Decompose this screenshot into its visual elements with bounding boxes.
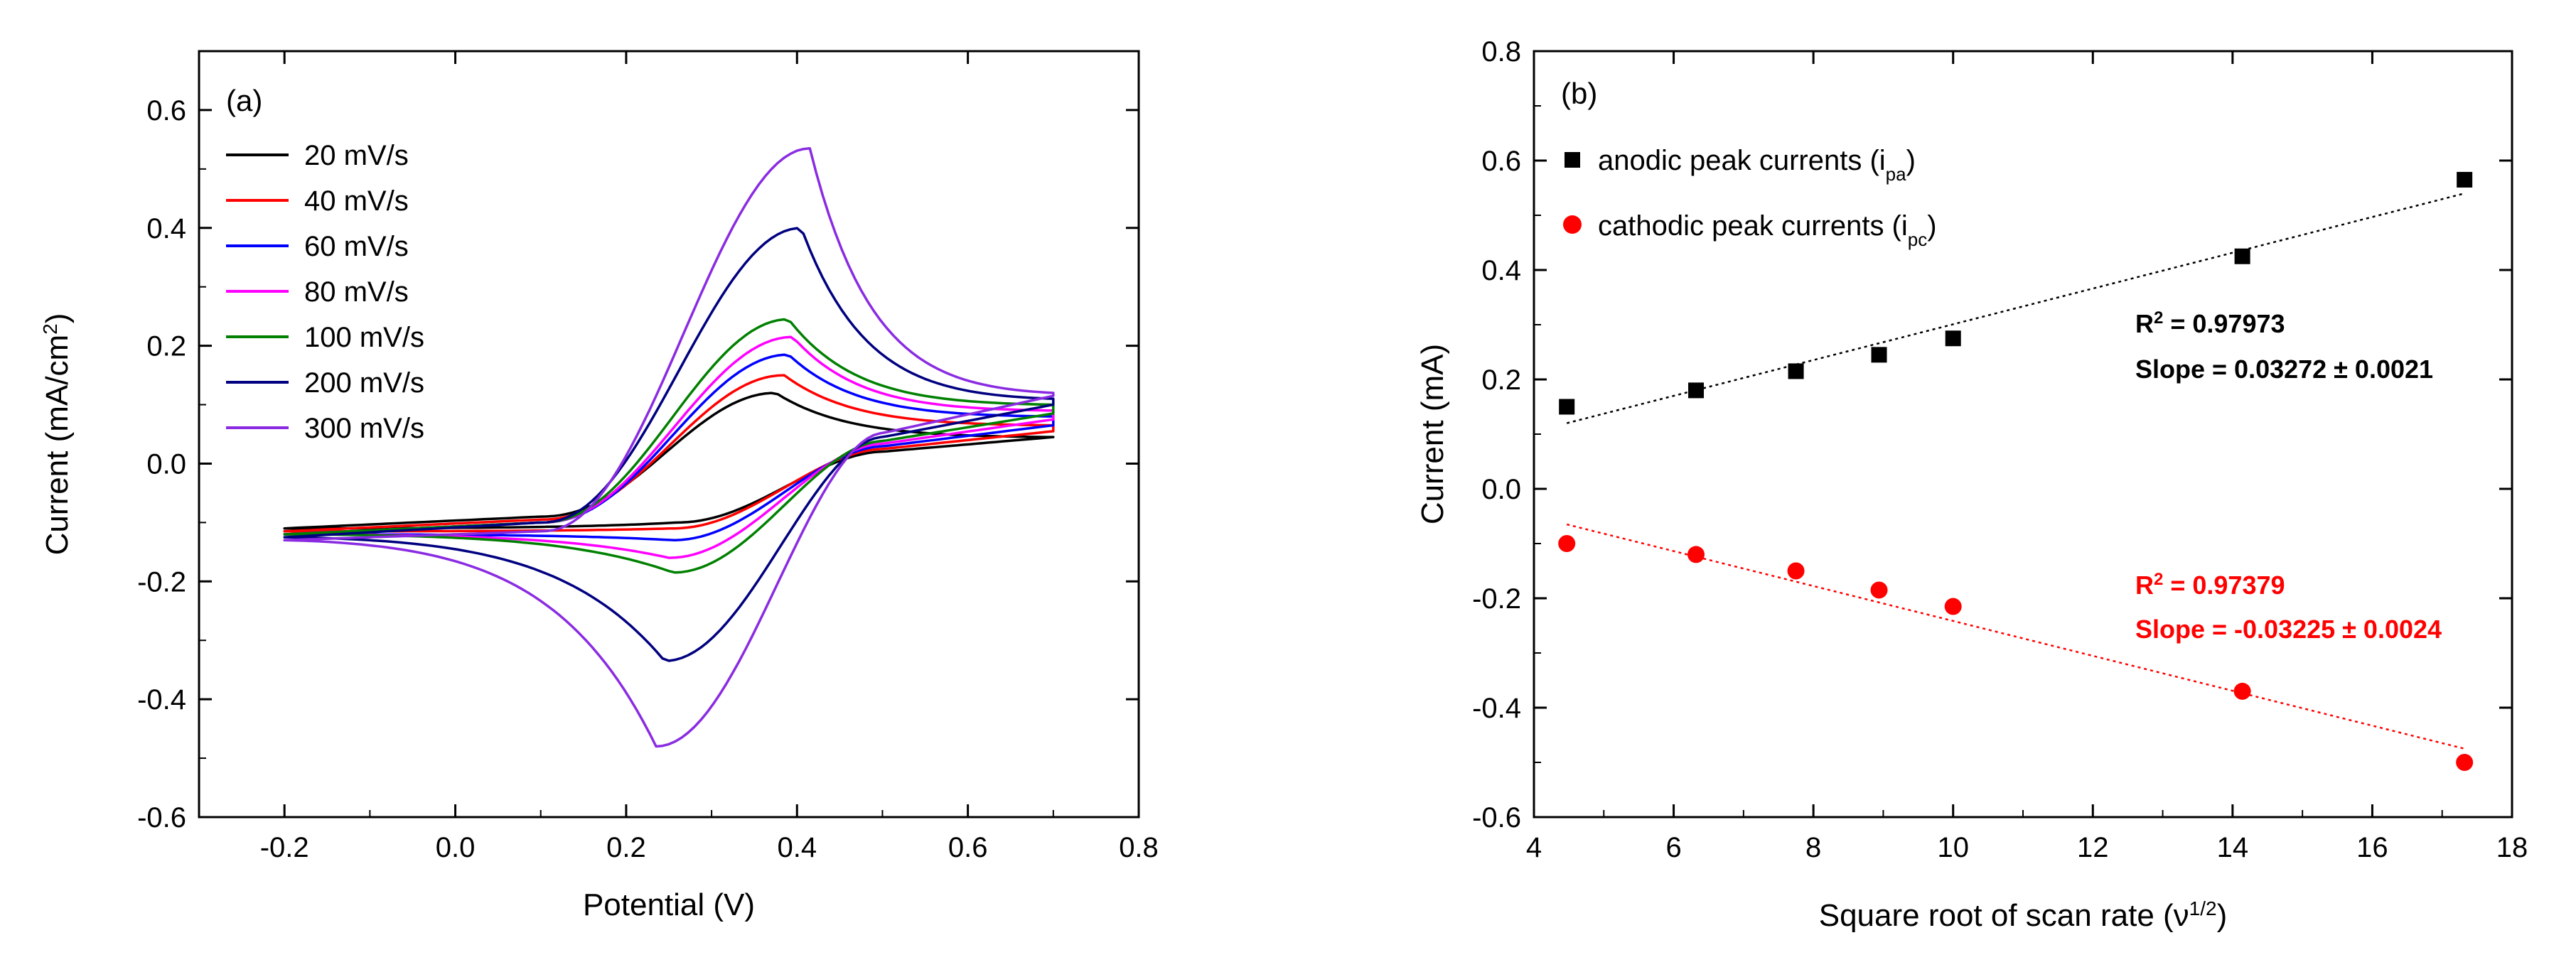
chart-b-legend: anodic peak currents (ipa) cathodic peak… (1563, 145, 1937, 250)
anodic-point (1688, 382, 1705, 399)
cathodic-point (1687, 546, 1705, 563)
legend-label: 200 mV/s (304, 367, 424, 399)
chart-b-y-ticks: -0.6 -0.4 -0.2 0.0 0.2 0.4 0.6 0.8 (1472, 36, 2512, 833)
anodic-point (2457, 171, 2473, 188)
anodic-point (1945, 330, 1961, 347)
chart-a-x-axis-label: Potential (V) (583, 887, 755, 922)
fit-line (1566, 192, 2465, 424)
chart-b: 4 6 8 10 12 14 16 18 -0.6 -0.4 -0.2 0.0 0.2 0.4 0.6 0.… (1415, 36, 2528, 933)
chart-a-y-tick-label: 0.4 (146, 213, 186, 244)
chart-a-x-tick-label: 0.6 (948, 832, 988, 863)
chart-a-y-tick-label: 0.6 (146, 95, 186, 126)
chart-b-x-tick-label: 16 (2356, 832, 2388, 863)
legend-label: 20 mV/s (304, 140, 409, 171)
chart-b-anodic-r2: R2 = 0.97973 (2135, 308, 2285, 339)
chart-a: -0.2 0.0 0.2 0.4 0.6 0.8 -0.6 -0.4 -0.2 0.0 0.2 0.… (39, 50, 1159, 922)
chart-a-x-tick-label: 0.8 (1119, 832, 1159, 863)
chart-a-x-tick-label: -0.2 (260, 832, 309, 863)
chart-a-y-tick-label: 0.0 (146, 448, 186, 480)
anodic-point (1559, 399, 1575, 415)
legend-label: 80 mV/s (304, 276, 409, 308)
chart-a-legend: 20 mV/s 40 mV/s 60 mV/s 80 mV/s 100 mV/s 200 … (226, 140, 424, 444)
fit-line (1566, 523, 2465, 750)
legend-label: 100 mV/s (304, 322, 424, 353)
chart-b-legend-marker-cathodic (1563, 215, 1582, 234)
chart-b-y-tick-label: 0.0 (1481, 474, 1521, 505)
chart-b-y-tick-label: 0.6 (1481, 146, 1521, 177)
cathodic-point (2456, 754, 2474, 771)
chart-b-x-ticks: 4 6 8 10 12 14 16 18 (1526, 51, 2528, 863)
legend-label: 40 mV/s (304, 185, 409, 217)
chart-a-x-tick-label: 0.0 (436, 832, 476, 863)
chart-b-x-tick-label: 8 (1805, 832, 1821, 863)
cv-curve (283, 392, 1055, 530)
cathodic-point (1558, 535, 1576, 552)
chart-a-y-tick-label: -0.2 (137, 566, 186, 598)
chart-b-cathodic-r2: R2 = 0.97379 (2135, 570, 2285, 600)
chart-b-points (1558, 171, 2474, 771)
chart-a-y-tick-label: 0.2 (146, 331, 186, 362)
chart-a-x-tick-label: 0.4 (777, 832, 817, 863)
chart-a-y-tick-label: -0.6 (137, 802, 186, 833)
chart-a-y-ticks: -0.6 -0.4 -0.2 0.0 0.2 0.4 0.6 (137, 95, 1139, 833)
chart-b-x-tick-label: 18 (2496, 832, 2528, 863)
chart-a-x-tick-label: 0.2 (606, 832, 646, 863)
chart-b-y-tick-label: -0.4 (1472, 693, 1521, 724)
chart-b-y-axis-label: Current (mA) (1415, 344, 1450, 524)
chart-a-plot-frame (198, 50, 1140, 819)
cathodic-point (1944, 598, 1962, 615)
chart-b-x-tick-label: 14 (2217, 832, 2249, 863)
anodic-point (2234, 248, 2250, 264)
chart-b-legend-marker-anodic (1565, 152, 1580, 168)
anodic-point (1871, 347, 1887, 363)
chart-a-curves (283, 147, 1055, 748)
cv-curve (283, 227, 1055, 662)
chart-a-panel-label: (a) (226, 84, 262, 117)
chart-b-legend-cathodic: cathodic peak currents (ipc) (1598, 210, 1937, 250)
chart-a-y-tick-label: -0.4 (137, 684, 186, 716)
chart-b-panel-label: (b) (1561, 77, 1597, 110)
chart-b-x-tick-label: 12 (2077, 832, 2109, 863)
chart-b-x-tick-label: 4 (1526, 832, 1542, 863)
chart-a-y-axis-label: Current (mA/cm2) (39, 313, 75, 556)
chart-b-y-tick-label: -0.6 (1472, 802, 1521, 833)
chart-b-y-tick-label: 0.8 (1481, 36, 1521, 68)
chart-b-anodic-slope: Slope = 0.03272 ± 0.0021 (2135, 355, 2433, 384)
chart-b-x-axis-label: Square root of scan rate (ν1/2) (1819, 897, 2228, 934)
chart-b-y-tick-label: 0.2 (1481, 364, 1521, 396)
anodic-point (1788, 363, 1804, 379)
legend-label: 60 mV/s (304, 231, 409, 262)
chart-b-x-tick-label: 6 (1665, 832, 1681, 863)
chart-b-y-tick-label: 0.4 (1481, 255, 1521, 286)
chart-a-x-ticks: -0.2 0.0 0.2 0.4 0.6 0.8 (260, 51, 1159, 863)
cathodic-point (1870, 581, 1888, 599)
chart-b-x-tick-label: 10 (1937, 832, 1969, 863)
cv-curve (283, 147, 1055, 748)
chart-b-cathodic-slope: Slope = -0.03225 ± 0.0024 (2135, 615, 2442, 644)
cathodic-point (2233, 682, 2251, 700)
chart-b-fit-lines (1566, 192, 2465, 750)
cathodic-point (1787, 562, 1805, 580)
chart-b-legend-anodic: anodic peak currents (ipa) (1598, 145, 1916, 185)
legend-label: 300 mV/s (304, 413, 424, 444)
chart-b-y-tick-label: -0.2 (1472, 583, 1521, 615)
